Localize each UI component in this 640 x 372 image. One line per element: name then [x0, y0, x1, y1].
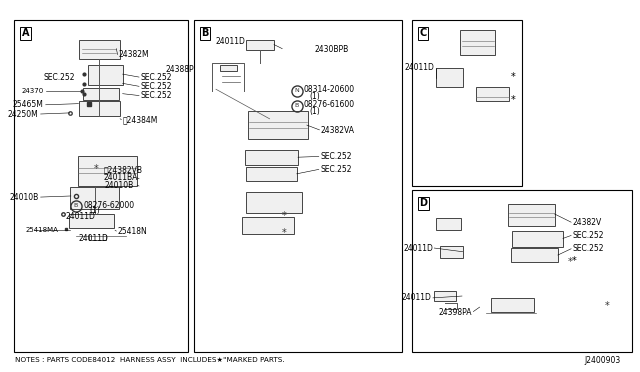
Bar	[194, 20, 402, 352]
Bar	[246, 192, 303, 213]
Text: N: N	[294, 88, 299, 93]
Bar	[79, 40, 120, 59]
Text: 08314-20600: 08314-20600	[303, 85, 354, 94]
Bar	[511, 248, 558, 262]
Text: 24010B: 24010B	[105, 182, 134, 190]
Text: *: *	[94, 164, 99, 174]
Bar	[69, 214, 115, 228]
Bar	[412, 20, 522, 186]
Bar	[434, 291, 456, 301]
Text: 24010B: 24010B	[10, 193, 39, 202]
Text: SEC.252: SEC.252	[320, 152, 351, 161]
Text: SEC.252: SEC.252	[140, 82, 172, 91]
Text: 24382V: 24382V	[572, 218, 602, 227]
Text: J2400903: J2400903	[585, 356, 621, 365]
Text: SEC.252: SEC.252	[140, 91, 172, 100]
Text: (1): (1)	[90, 206, 100, 215]
Text: (1): (1)	[309, 106, 320, 116]
Text: 08276-61600: 08276-61600	[303, 100, 354, 109]
Text: 25418N: 25418N	[118, 227, 147, 235]
Bar	[508, 204, 555, 225]
Text: *: *	[282, 228, 287, 238]
Text: SEC.252: SEC.252	[572, 231, 604, 240]
Text: *: *	[605, 301, 609, 311]
Text: ␤24384M: ␤24384M	[123, 115, 158, 124]
Text: 08276-62000: 08276-62000	[84, 201, 134, 210]
Bar	[79, 101, 120, 116]
Text: C: C	[419, 29, 426, 38]
Text: 24370: 24370	[22, 88, 44, 94]
Bar	[513, 231, 563, 247]
Text: 24011D: 24011D	[79, 234, 108, 243]
Bar	[435, 218, 461, 230]
Bar	[83, 88, 120, 100]
Bar	[412, 190, 632, 352]
Bar	[77, 156, 138, 186]
Text: 25418MA: 25418MA	[26, 227, 58, 233]
Text: 24011D: 24011D	[403, 244, 433, 253]
Text: SEC.252: SEC.252	[140, 73, 172, 81]
Text: *: *	[511, 72, 516, 82]
Text: 24011BA: 24011BA	[104, 173, 138, 182]
Bar	[460, 30, 495, 55]
Bar	[246, 40, 275, 50]
Text: NOTES : PARTS CODE84012  HARNESS ASSY  INCLUDES★"MARKED PARTS.: NOTES : PARTS CODE84012 HARNESS ASSY INC…	[15, 357, 285, 363]
Bar	[436, 68, 463, 87]
Text: 24250M: 24250M	[8, 109, 39, 119]
Text: 24011D: 24011D	[402, 294, 432, 302]
Text: 25465M: 25465M	[13, 100, 44, 109]
Text: 24011D: 24011D	[404, 63, 434, 72]
Bar	[70, 187, 120, 209]
Text: A: A	[22, 29, 29, 38]
Text: B: B	[74, 203, 78, 208]
Bar	[248, 111, 308, 139]
Text: *: *	[568, 257, 573, 267]
Text: 24011D: 24011D	[215, 37, 245, 46]
Text: SEC.252: SEC.252	[43, 73, 75, 81]
Text: *: *	[572, 256, 577, 266]
Bar	[243, 217, 294, 234]
Bar	[14, 20, 188, 352]
Bar	[246, 167, 298, 181]
Text: D: D	[419, 198, 427, 208]
Text: (1): (1)	[309, 92, 320, 101]
Text: ␤24382VB: ␤24382VB	[104, 165, 143, 174]
Bar	[476, 87, 509, 102]
Bar	[244, 150, 298, 165]
Text: 2430BPB: 2430BPB	[314, 45, 349, 54]
Text: 24011D: 24011D	[66, 212, 96, 221]
Text: SEC.252: SEC.252	[572, 244, 604, 253]
Text: SEC.252: SEC.252	[320, 165, 351, 174]
Text: *: *	[511, 95, 516, 105]
Text: B: B	[294, 103, 299, 108]
Bar	[440, 246, 463, 258]
Text: B: B	[202, 29, 209, 38]
Bar	[220, 64, 237, 71]
Bar	[88, 65, 123, 86]
Text: 24398PA: 24398PA	[438, 308, 472, 317]
Text: 24388P: 24388P	[166, 65, 195, 74]
Bar	[491, 298, 534, 312]
Text: 24382VA: 24382VA	[321, 126, 355, 135]
Text: *: *	[282, 211, 287, 221]
Text: 24382M: 24382M	[119, 51, 150, 60]
